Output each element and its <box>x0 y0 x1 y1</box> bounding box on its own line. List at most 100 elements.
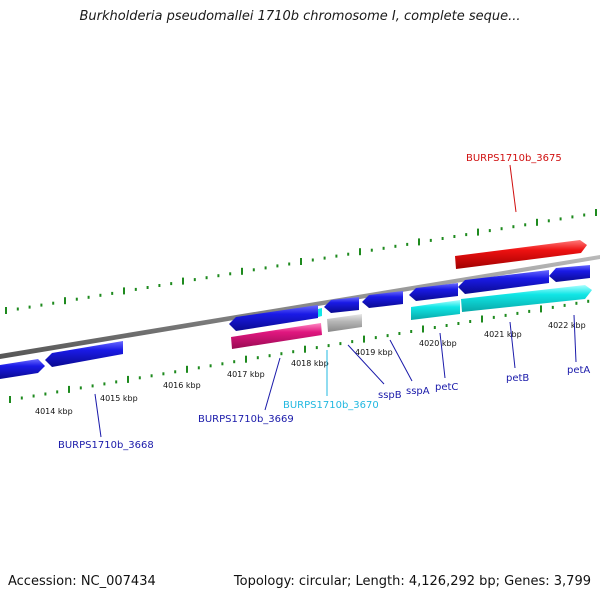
leader-line-petC <box>439 332 446 379</box>
lower-row-minor-tick <box>32 394 35 398</box>
lower-row-minor-tick <box>115 380 118 384</box>
upper-row-minor-tick <box>335 254 338 258</box>
gene-small-cyan-marker[interactable] <box>318 308 322 317</box>
leader-line-burps1710b-3675 <box>509 164 517 213</box>
lower-row-minor-tick <box>551 305 554 309</box>
upper-row-minor-tick <box>99 293 102 297</box>
lower-row-minor-tick <box>469 320 472 323</box>
gene-arrow-sspA[interactable] <box>362 291 403 308</box>
scale-label-4019: 4019 kbp <box>355 348 393 357</box>
lower-row-minor-tick <box>504 313 507 317</box>
lower-row-minor-tick <box>233 360 236 364</box>
leader-line-burps1710b-3669 <box>264 357 281 411</box>
gene-label-burps1710b-3670[interactable]: BURPS1710b_3670 <box>283 400 379 411</box>
gene-arrow-sspB[interactable] <box>324 297 359 313</box>
upper-row-major-tick <box>241 267 243 275</box>
gene-label-burps1710b-3675[interactable]: BURPS1710b_3675 <box>466 153 562 164</box>
upper-row-minor-tick <box>571 215 574 219</box>
upper-row-minor-tick <box>465 233 468 237</box>
lower-row-minor-tick <box>44 392 47 396</box>
gene-label-sspA[interactable]: sspA <box>406 386 430 397</box>
lower-row-minor-tick <box>492 315 495 319</box>
lower-row-major-tick <box>540 305 542 313</box>
upper-row-major-tick <box>64 297 66 305</box>
leader-line-petA <box>573 314 577 363</box>
lower-row-minor-tick <box>339 342 342 346</box>
upper-row-minor-tick <box>583 213 586 217</box>
lower-row-minor-tick <box>445 324 448 327</box>
lower-row-minor-tick <box>91 384 94 388</box>
upper-row-minor-tick <box>134 287 137 291</box>
upper-row-minor-tick <box>453 235 456 238</box>
label-leader-lines <box>94 164 577 438</box>
upper-row-major-tick <box>182 277 184 285</box>
lower-row-minor-tick <box>351 340 354 344</box>
gene-arrow-burps1710b-3668[interactable] <box>45 341 123 367</box>
gene-arrow-burps1710b-3670[interactable] <box>411 300 460 320</box>
gene-arrow-burps1710b-3675[interactable] <box>455 240 587 269</box>
leader-line-petB <box>509 321 516 369</box>
lower-row-minor-tick <box>150 374 153 378</box>
upper-row-minor-tick <box>394 244 397 248</box>
scale-label-4022: 4022 kbp <box>548 321 586 330</box>
gene-label-sspB[interactable]: sspB <box>378 390 402 401</box>
gene-arrow-rna-pink[interactable] <box>231 323 322 349</box>
upper-row-minor-tick <box>111 291 114 295</box>
gene-label-petB[interactable]: petB <box>506 373 529 384</box>
lower-row-minor-tick <box>280 352 283 356</box>
upper-row-minor-tick <box>347 252 350 256</box>
gene-arrow-rna-gray[interactable] <box>327 314 362 332</box>
upper-row-major-tick <box>418 238 420 246</box>
lower-row-minor-tick <box>374 336 377 340</box>
upper-row-minor-tick <box>276 264 279 268</box>
lower-row-minor-tick <box>56 390 59 394</box>
leader-line-sspA <box>389 339 413 382</box>
lower-row-minor-tick <box>268 354 271 358</box>
upper-row-minor-tick <box>158 284 161 287</box>
lower-row-major-tick <box>68 385 70 393</box>
gene-arrow-cyan-2[interactable] <box>461 285 592 312</box>
lower-row-minor-tick <box>174 370 177 374</box>
scale-label-4021: 4021 kbp <box>484 330 522 339</box>
lower-row-major-tick <box>422 325 424 333</box>
leader-line-sspB <box>347 344 385 385</box>
lower-row-major-tick <box>304 345 306 353</box>
lower-row-major-tick <box>245 355 247 363</box>
upper-row-minor-tick <box>311 258 314 262</box>
gene-arrow-burps1710b-3669[interactable] <box>229 305 318 331</box>
lower-row-minor-tick <box>575 301 578 305</box>
gene-label-petC[interactable]: petC <box>435 382 458 393</box>
gene-label-burps1710b-3669[interactable]: BURPS1710b_3669 <box>198 414 294 425</box>
upper-row-minor-tick <box>429 238 432 242</box>
upper-row-minor-tick <box>75 297 78 301</box>
scale-label-4016: 4016 kbp <box>163 381 201 390</box>
upper-row-minor-tick <box>229 272 232 276</box>
lower-row-minor-tick <box>398 332 401 335</box>
upper-row-minor-tick <box>547 219 550 223</box>
lower-row-minor-tick <box>516 311 519 315</box>
upper-row-major-tick <box>477 228 479 236</box>
gene-arrow-burps1710b-3668-partial[interactable] <box>0 359 45 379</box>
upper-row-minor-tick <box>52 301 55 305</box>
gene-arrow-petB[interactable] <box>458 270 549 294</box>
upper-row-major-tick <box>300 258 302 265</box>
upper-row-minor-tick <box>28 305 31 309</box>
scale-label-4018: 4018 kbp <box>291 359 329 368</box>
gene-label-burps1710b-3668[interactable]: BURPS1710b_3668 <box>58 440 154 451</box>
gene-label-petA[interactable]: petA <box>567 365 590 376</box>
upper-row-minor-tick <box>40 303 43 307</box>
gene-arrow-petC[interactable] <box>409 283 458 301</box>
upper-row-minor-tick <box>288 262 291 266</box>
lower-row-minor-tick <box>457 322 460 325</box>
upper-row-minor-tick <box>559 217 562 221</box>
lower-row-major-tick <box>9 396 11 403</box>
gene-arrow-petA[interactable] <box>549 265 590 282</box>
upper-row-minor-tick <box>500 227 503 231</box>
upper-row-minor-tick <box>146 286 149 289</box>
lower-row-minor-tick <box>563 303 566 307</box>
lower-row-major-tick <box>363 335 365 343</box>
upper-row-minor-tick <box>87 295 90 299</box>
upper-row-major-tick <box>359 248 361 256</box>
upper-row-minor-tick <box>264 266 267 270</box>
